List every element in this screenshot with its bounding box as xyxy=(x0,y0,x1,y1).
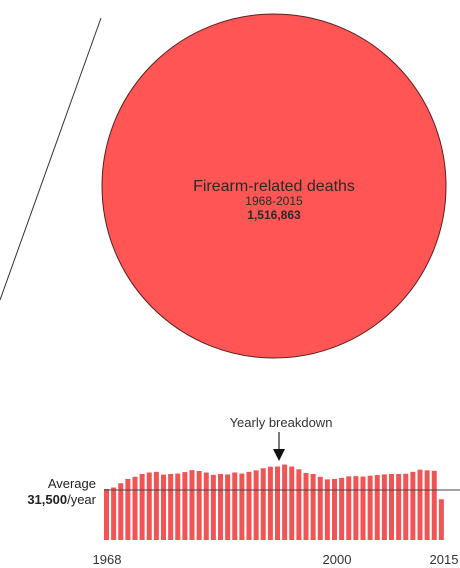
bar-1971 xyxy=(125,478,131,540)
average-unit: /year xyxy=(67,492,97,507)
bar-chart xyxy=(104,464,444,540)
bar-1980 xyxy=(189,470,195,540)
bar-2012 xyxy=(417,469,423,540)
bar-1985 xyxy=(225,474,231,540)
bar-1973 xyxy=(139,474,145,540)
bar-1997 xyxy=(310,474,316,540)
bar-2000 xyxy=(332,478,337,540)
bar-2013 xyxy=(424,470,430,540)
total-circle xyxy=(101,13,447,359)
breakdown-label: Yearly breakdown xyxy=(230,415,333,430)
bar-1992 xyxy=(275,466,280,540)
circle-period: 1968-2015 xyxy=(245,194,303,208)
bar-1991 xyxy=(267,466,273,540)
connector-line xyxy=(0,17,102,301)
bar-1987 xyxy=(239,473,245,540)
bar-1969 xyxy=(111,487,117,540)
x-tick-1968: 1968 xyxy=(93,552,122,567)
bar-1970 xyxy=(118,483,124,540)
bar-2005 xyxy=(367,475,373,540)
bar-1972 xyxy=(132,476,138,540)
breakdown-arrow-head xyxy=(273,449,285,461)
bar-1974 xyxy=(146,472,152,540)
bar-1984 xyxy=(218,474,223,540)
bar-1981 xyxy=(196,471,202,540)
bar-1995 xyxy=(296,469,302,540)
bar-1979 xyxy=(182,472,188,540)
circle-total: 1,516,863 xyxy=(247,208,301,222)
bar-1968 xyxy=(104,489,109,540)
bar-1976 xyxy=(161,474,166,540)
bar-1978 xyxy=(175,473,181,540)
bar-2003 xyxy=(353,476,359,540)
bar-1990 xyxy=(260,468,266,540)
bar-1994 xyxy=(289,466,295,540)
bar-1975 xyxy=(153,471,159,540)
bar-1989 xyxy=(253,470,259,540)
x-tick-2000: 2000 xyxy=(323,552,352,567)
bar-1986 xyxy=(232,472,238,540)
bar-1993 xyxy=(282,464,288,540)
bar-2002 xyxy=(346,476,352,540)
x-tick-2015: 2015 xyxy=(430,552,459,567)
bar-1988 xyxy=(246,471,252,540)
bar-2004 xyxy=(360,476,366,540)
bar-2007 xyxy=(381,474,387,540)
bar-1998 xyxy=(317,476,323,540)
average-value: 31,500 xyxy=(27,492,67,507)
bar-1996 xyxy=(303,472,309,540)
circle-title: Firearm-related deaths xyxy=(193,178,355,195)
average-label: Average xyxy=(48,476,96,491)
bar-1982 xyxy=(203,472,209,540)
bar-1977 xyxy=(168,474,174,540)
bar-1999 xyxy=(324,479,330,540)
average-value-line: 31,500/year xyxy=(27,492,96,507)
bar-2006 xyxy=(374,475,380,540)
bar-2010 xyxy=(403,473,409,540)
bar-2009 xyxy=(396,474,402,540)
bar-2015 xyxy=(438,499,444,540)
bar-1983 xyxy=(210,474,216,540)
bar-2001 xyxy=(339,477,345,540)
bar-2014 xyxy=(431,470,437,540)
bar-2008 xyxy=(389,474,394,540)
bar-2011 xyxy=(410,471,416,540)
